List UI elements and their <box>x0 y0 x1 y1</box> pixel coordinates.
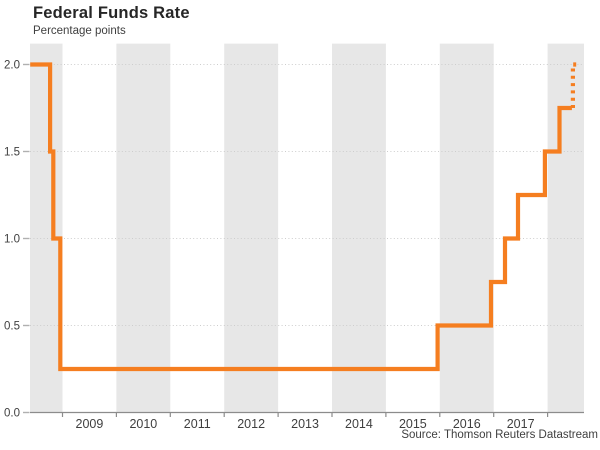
rate-line-solid <box>30 62 572 372</box>
y-tick-label: 1.5 <box>4 147 20 159</box>
year-band <box>224 43 279 413</box>
x-tick-label: 2016 <box>453 417 481 431</box>
x-tick-label: 2010 <box>129 417 157 431</box>
x-tick-label: 2015 <box>399 417 427 431</box>
y-tick-label: 2.0 <box>4 60 20 72</box>
x-tick-label: 2014 <box>345 417 373 431</box>
page-title: Federal Funds Rate <box>33 4 190 22</box>
y-tick-label: 0.0 <box>4 408 20 420</box>
year-band <box>116 43 171 413</box>
x-tick-label: 2009 <box>76 417 104 431</box>
x-tick-label: 2011 <box>184 417 211 431</box>
year-band <box>547 43 584 413</box>
rate-line-projected-dotted <box>570 62 578 108</box>
x-tick-label: 2013 <box>291 417 319 431</box>
year-band <box>332 43 386 413</box>
chart-subtitle: Percentage points <box>33 25 126 37</box>
x-tick-label: 2012 <box>237 417 265 431</box>
year-band <box>30 43 63 413</box>
source-credit: Source: Thomson Reuters Datastream <box>401 429 598 441</box>
y-tick-label: 0.5 <box>4 321 20 333</box>
x-tick-label: 2017 <box>507 417 535 431</box>
year-band <box>439 43 494 413</box>
y-tick-label: 1.0 <box>4 234 20 246</box>
